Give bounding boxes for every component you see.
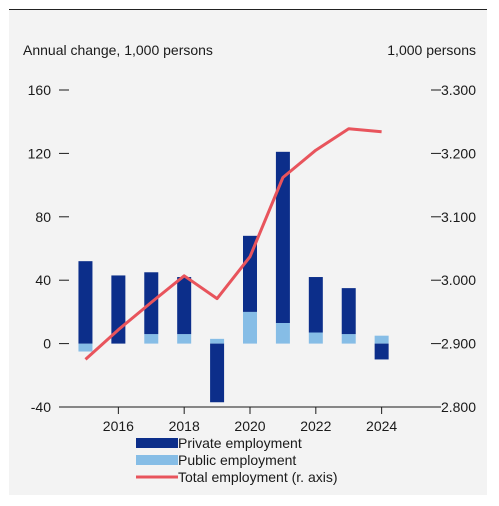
x-tick-label: 2016 [103, 418, 134, 434]
left-tick-label: 120 [28, 145, 52, 161]
right-tick-label: 3.100 [441, 209, 476, 225]
chart-frame: Annual change, 1,000 persons 1,000 perso… [9, 9, 487, 495]
right-tick-label: 2.800 [441, 399, 476, 415]
left-tick-label: 40 [35, 272, 51, 288]
left-tick-label: 160 [28, 82, 52, 98]
legend-label: Total employment (r. axis) [178, 469, 338, 485]
public-employment-bar [374, 335, 389, 344]
public-employment-bar [341, 334, 356, 344]
private-employment-bar [210, 343, 225, 403]
left-tick-label: 0 [43, 336, 51, 352]
x-tick-label: 2020 [234, 418, 265, 434]
public-employment-bar [210, 338, 225, 344]
public-employment-bar [275, 322, 290, 344]
legend-swatch [136, 455, 178, 465]
x-tick-label: 2022 [300, 418, 331, 434]
employment-chart: Annual change, 1,000 persons 1,000 perso… [23, 42, 476, 485]
legend-swatch [136, 438, 178, 448]
legend-label: Public employment [178, 452, 296, 468]
private-employment-bar [308, 277, 323, 333]
right-tick-label: 3.300 [441, 82, 476, 98]
private-employment-bar [78, 261, 93, 344]
left-axis-label: Annual change, 1,000 persons [23, 42, 213, 58]
legend-label: Private employment [178, 435, 302, 451]
private-employment-bar [177, 277, 192, 335]
right-tick-label: 2.900 [441, 336, 476, 352]
right-tick-label: 3.200 [441, 145, 476, 161]
right-tick-label: 3.000 [441, 272, 476, 288]
x-tick-label: 2018 [169, 418, 200, 434]
public-employment-bar [78, 343, 93, 352]
private-employment-bar [341, 288, 356, 335]
total-employment-line [84, 127, 382, 361]
private-employment-bar [374, 343, 389, 360]
public-employment-bar [308, 332, 323, 344]
right-axis-label: 1,000 persons [387, 42, 476, 58]
public-employment-bar [144, 334, 159, 344]
left-tick-label: -40 [31, 399, 51, 415]
x-tick-label: 2024 [366, 418, 397, 434]
private-employment-bar [243, 235, 257, 312]
private-employment-bar [275, 151, 290, 323]
left-tick-label: 80 [35, 209, 51, 225]
public-employment-bar [243, 311, 257, 344]
public-employment-bar [177, 334, 192, 344]
